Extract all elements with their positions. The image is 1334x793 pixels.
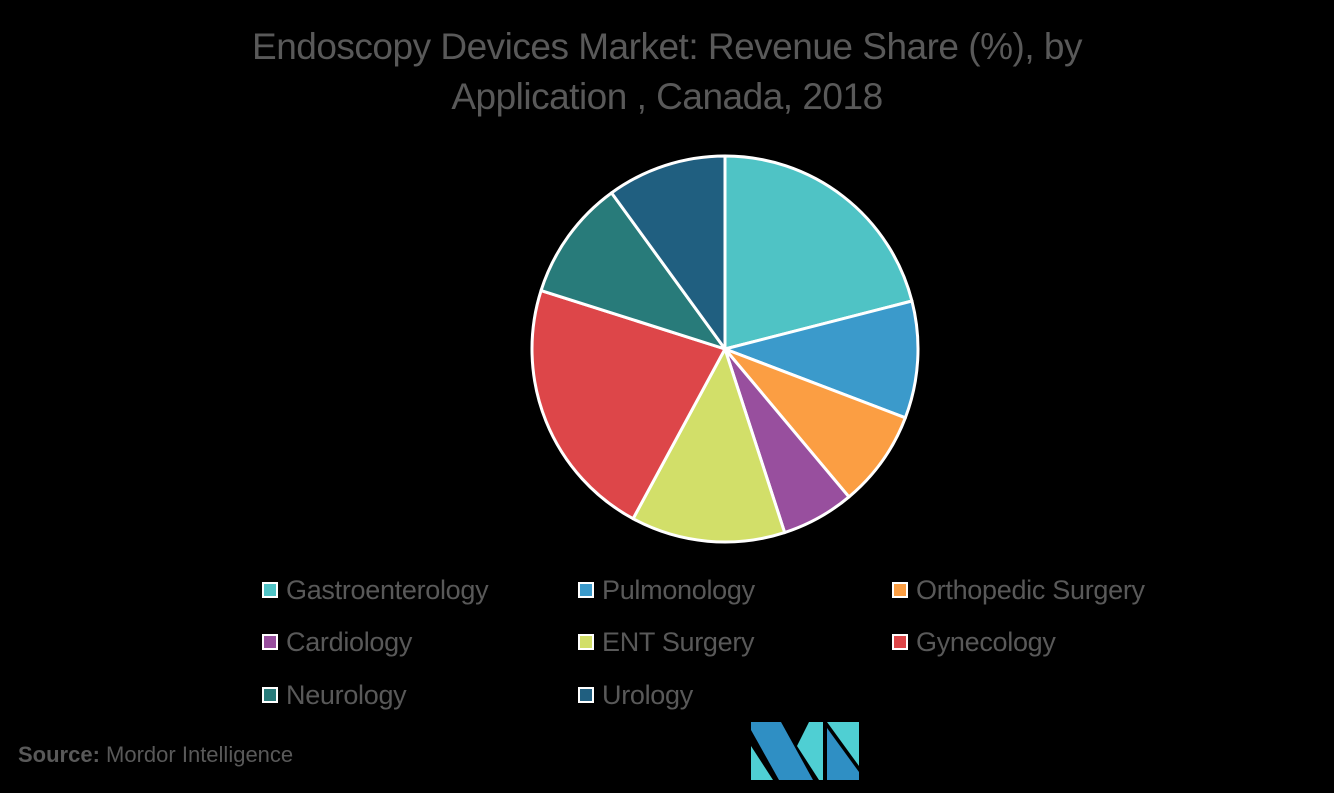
pie-slice-urology [610, 154, 727, 351]
legend-item-gynecology: Gynecology [892, 624, 1056, 660]
legend-item-neurology: Neurology [262, 677, 407, 713]
legend-label: Cardiology [286, 626, 413, 657]
legend-swatch-icon [262, 634, 278, 650]
pie-slice-gastroenterology [723, 154, 914, 351]
legend-item-pulmonology: Pulmonology [578, 572, 755, 608]
pie-slice-ent-surgery [631, 347, 787, 544]
legend-item-urology: Urology [578, 677, 693, 713]
legend-label: Gastroenterology [286, 574, 489, 605]
legend-swatch-icon [262, 687, 278, 703]
legend-item-ent-surgery: ENT Surgery [578, 624, 755, 660]
legend-item-cardiology: Cardiology [262, 624, 412, 660]
pie-slice-pulmonology [723, 299, 920, 420]
legend-label: Pulmonology [602, 574, 755, 605]
pie-chart [526, 150, 924, 548]
legend-swatch-icon [578, 634, 594, 650]
legend-label: ENT Surgery [602, 626, 755, 657]
chart-title-line-1: Endoscopy Devices Market: Revenue Share … [252, 26, 1082, 67]
chart-title-line-2: Application , Canada, 2018 [451, 76, 883, 117]
legend-swatch-icon [578, 582, 594, 598]
chart-legend: Gastroenterology Pulmonology Orthopedic … [262, 572, 1222, 732]
pie-slice-orthopedic-surgery [723, 347, 907, 499]
chart-title: Endoscopy Devices Market: Revenue Share … [0, 22, 1334, 122]
legend-swatch-icon [892, 634, 908, 650]
legend-label: Gynecology [916, 626, 1056, 657]
source-note: Source: Mordor Intelligence [18, 742, 293, 768]
legend-item-gastroenterology: Gastroenterology [262, 572, 489, 608]
pie-chart-svg [530, 154, 920, 544]
legend-item-orthopedic-surgery: Orthopedic Surgery [892, 572, 1145, 608]
legend-label: Urology [602, 679, 693, 710]
mordor-intelligence-logo-icon [751, 720, 861, 782]
legend-swatch-icon [578, 687, 594, 703]
legend-label: Neurology [286, 679, 407, 710]
pie-slice-neurology [539, 191, 727, 351]
source-label: Source: [18, 742, 100, 767]
legend-label: Orthopedic Surgery [916, 574, 1145, 605]
pie-slice-gynecology [530, 289, 727, 521]
legend-swatch-icon [892, 582, 908, 598]
legend-swatch-icon [262, 582, 278, 598]
source-value: Mordor Intelligence [106, 742, 294, 767]
